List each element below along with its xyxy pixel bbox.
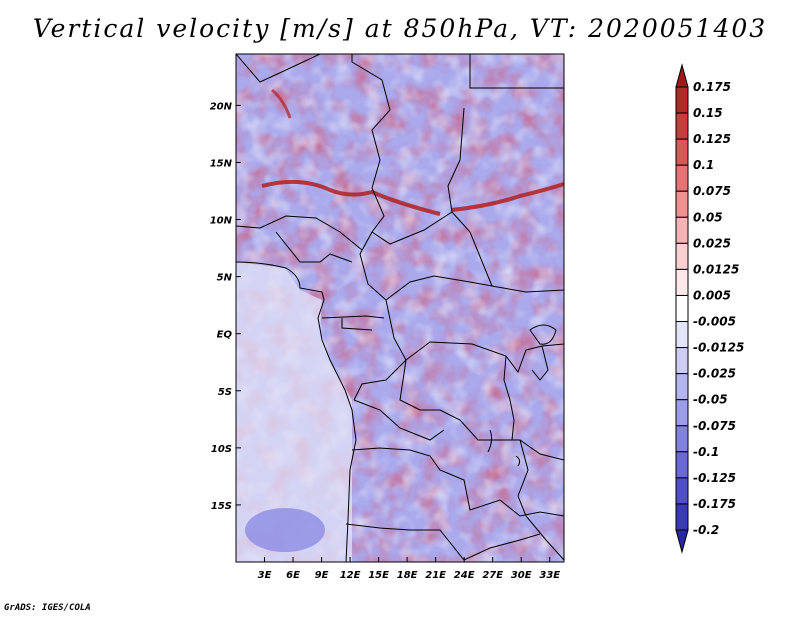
colorbar-swatch <box>675 503 689 531</box>
colorbar-label: -0.075 <box>693 419 736 433</box>
vertical-velocity-field <box>236 54 564 562</box>
colorbar-label: 0.15 <box>693 106 723 120</box>
colorbar-label: -0.025 <box>693 367 736 381</box>
colorbar-swatch <box>675 321 689 349</box>
longitude-axis: 3E 6E 9E 12E 15E 18E 21E 24E 27E 30E 33E <box>258 557 560 581</box>
lon-tick-label: 12E <box>340 570 361 581</box>
colorbar-label: -0.0125 <box>693 341 744 355</box>
colorbar-label: -0.2 <box>693 523 719 537</box>
lat-tick-label: 10S <box>211 444 232 455</box>
lon-tick-label: 9E <box>315 570 329 581</box>
colorbar-label: -0.125 <box>693 471 736 485</box>
colorbar-label: 0.05 <box>693 210 723 224</box>
colorbar-label: 0.025 <box>693 236 731 250</box>
colorbar-swatch <box>675 216 689 244</box>
colorbar-label: 0.0125 <box>693 262 739 276</box>
colorbar: 0.175 0.15 0.125 0.1 0.075 0.05 0.025 0.0125 0.0… <box>675 63 744 554</box>
colorbar-min-arrow <box>675 529 689 554</box>
lon-tick-label: 33E <box>539 570 560 581</box>
lon-tick-label: 18E <box>397 570 418 581</box>
lat-tick-label: 5S <box>218 387 232 398</box>
colorbar-swatch <box>675 112 689 140</box>
lon-tick-label: 15E <box>368 570 389 581</box>
lon-tick-label: 30E <box>511 570 532 581</box>
colorbar-swatch <box>675 164 689 192</box>
lat-tick-label: 20N <box>210 101 233 112</box>
country-borders <box>236 54 564 562</box>
map-frame <box>235 53 565 563</box>
colorbar-label: 0.175 <box>693 80 731 94</box>
colorbar-label: 0.075 <box>693 184 731 198</box>
colorbar-swatch <box>675 268 689 296</box>
lat-tick-label: EQ <box>217 330 233 341</box>
colorbar-label: -0.175 <box>693 497 736 511</box>
colorbar-swatch <box>675 190 689 218</box>
colorbar-label: -0.05 <box>693 393 728 407</box>
map-title: Vertical velocity [m/s] at 850hPa, VT: 2… <box>32 14 768 43</box>
grads-credit: GrADS: IGES/COLA <box>4 603 91 613</box>
colorbar-swatch <box>675 373 689 401</box>
colorbar-swatch <box>675 399 689 427</box>
colorbar-swatch <box>675 347 689 375</box>
colorbar-swatch <box>675 451 689 479</box>
colorbar-swatch <box>675 425 689 453</box>
colorbar-label: -0.005 <box>693 315 736 329</box>
lat-tick-label: 10N <box>210 216 233 227</box>
colorbar-swatch <box>675 86 689 114</box>
lat-tick-label: 15S <box>211 501 232 512</box>
colorbar-label: 0.005 <box>693 288 731 302</box>
lat-tick-label: 5N <box>217 273 233 284</box>
lon-tick-label: 27E <box>482 570 503 581</box>
colorbar-swatch <box>675 294 689 323</box>
lat-tick-label: 15N <box>210 158 233 169</box>
colorbar-max-arrow <box>675 63 689 88</box>
colorbar-swatch <box>675 242 689 270</box>
colorbar-label: -0.1 <box>693 445 719 459</box>
lon-tick-label: 21E <box>425 570 446 581</box>
colorbar-label: 0.125 <box>693 132 731 146</box>
colorbar-swatch <box>675 477 689 505</box>
lon-tick-label: 6E <box>286 570 300 581</box>
colorbar-swatch <box>675 138 689 166</box>
colorbar-label: 0.1 <box>693 158 714 172</box>
latitude-axis: 20N 15N 10N 5N EQ 5S 10S 15S <box>210 101 241 512</box>
lon-tick-label: 3E <box>258 570 272 581</box>
lon-tick-label: 24E <box>454 570 475 581</box>
